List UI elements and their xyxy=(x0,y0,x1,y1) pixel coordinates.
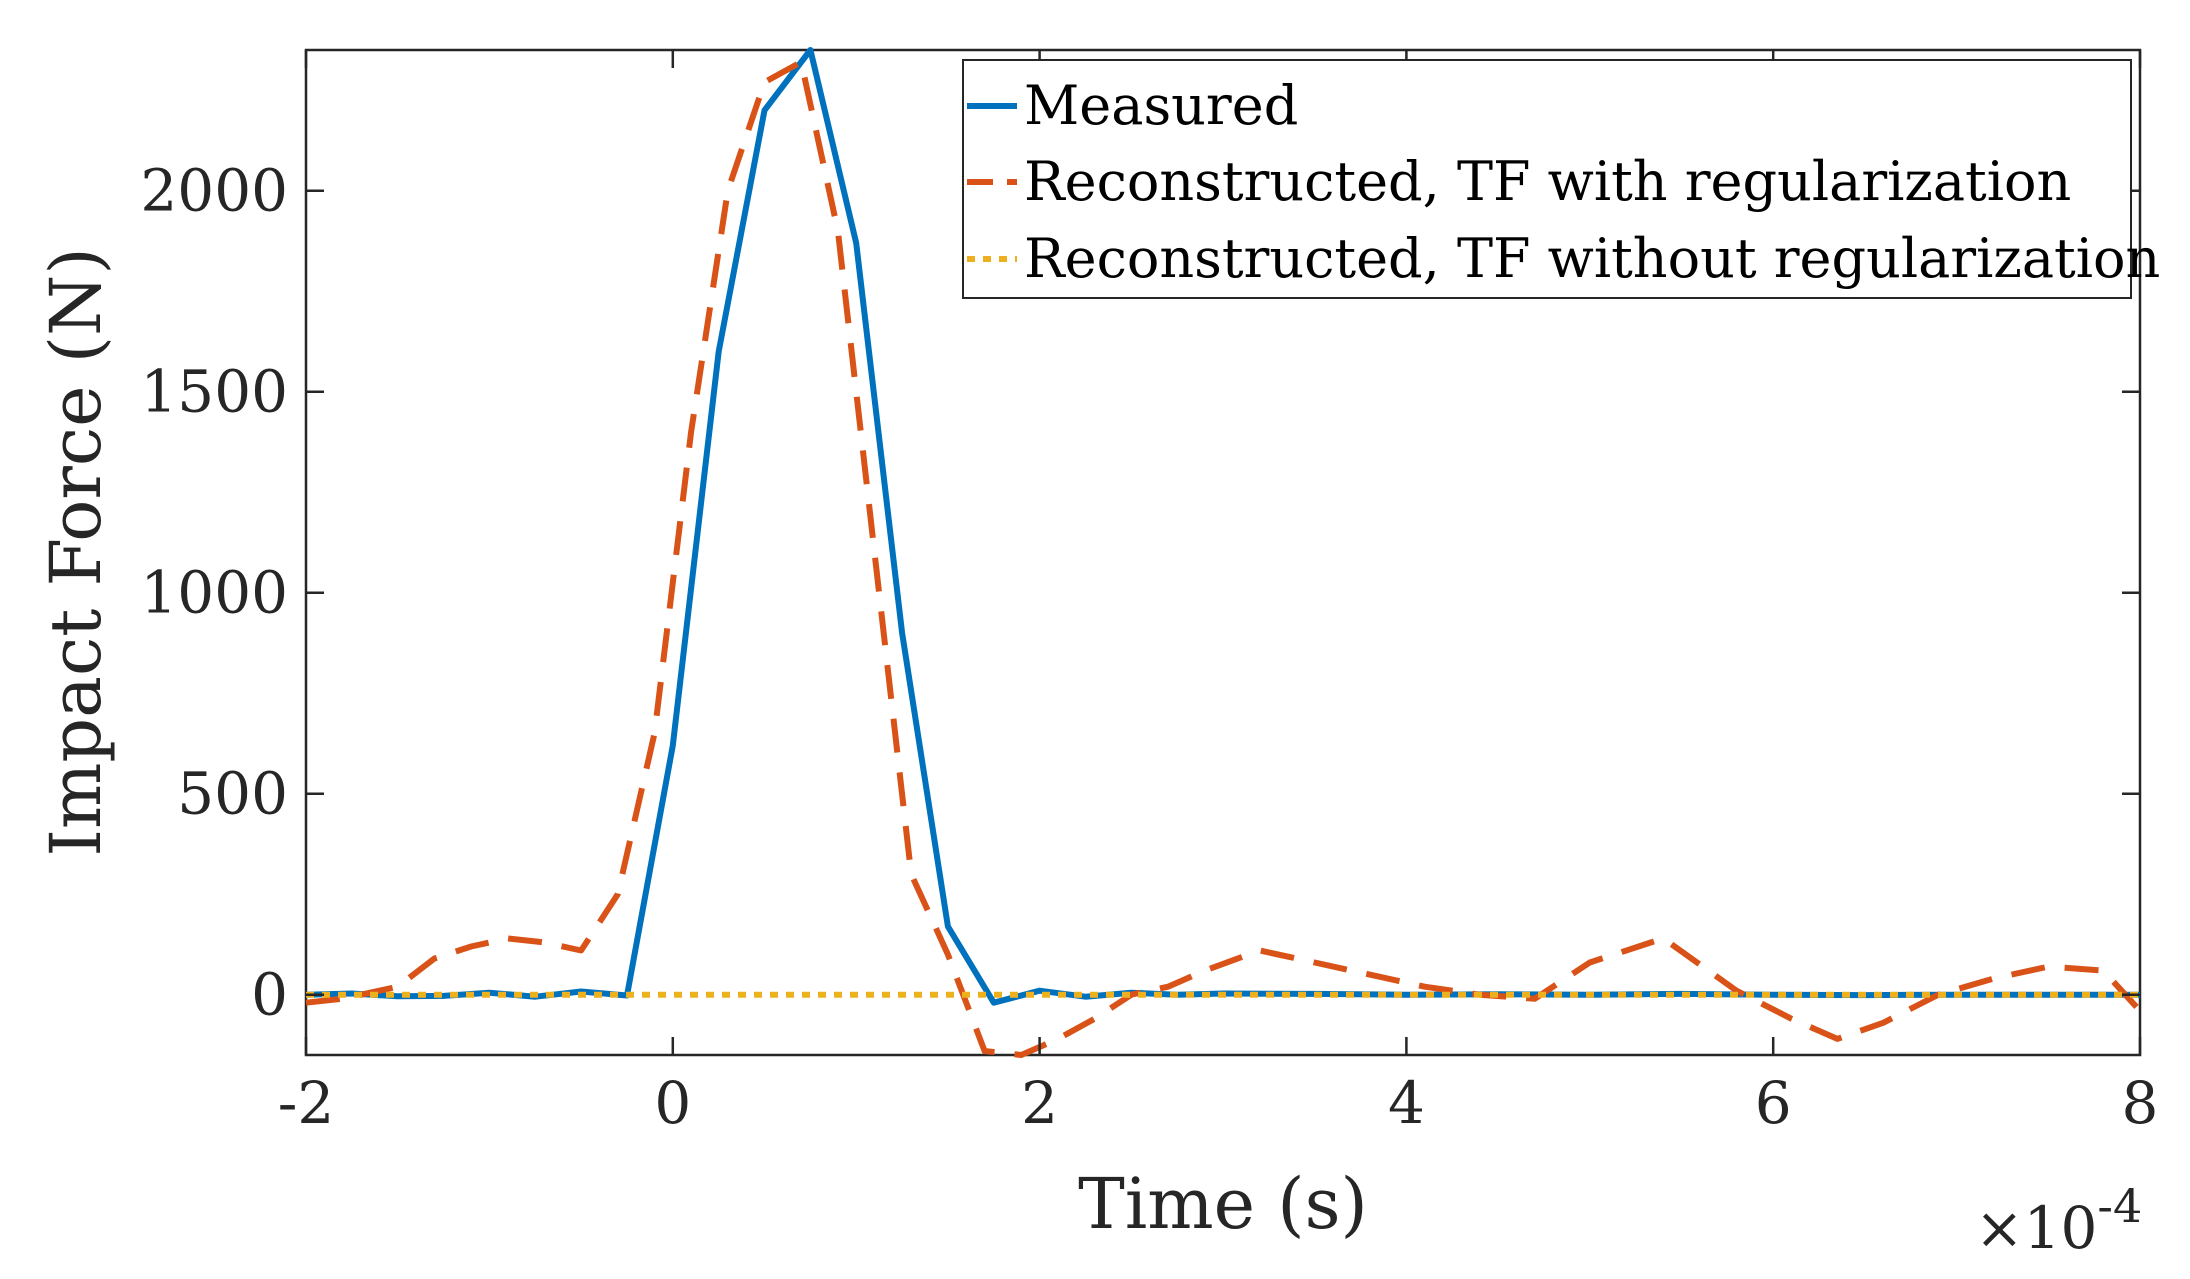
legend-label-tf-without-regularization: Reconstructed, TF without regularization xyxy=(1024,227,2160,290)
legend-label-measured: Measured xyxy=(1024,74,1298,137)
svg-text:×10-4: ×10-4 xyxy=(1975,1179,2142,1262)
series-layer xyxy=(305,47,2143,1058)
y-tick-label: 1000 xyxy=(140,559,288,627)
x-tick-label: 6 xyxy=(1755,1069,1792,1137)
y-tick-label: 500 xyxy=(177,760,288,828)
x-axis-title: Time (s) xyxy=(1078,1163,1368,1245)
x-tick-label: 0 xyxy=(654,1069,691,1137)
x-tick-label: 8 xyxy=(2122,1069,2159,1137)
y-tick-label: 2000 xyxy=(140,157,288,225)
legend-box xyxy=(962,59,2132,299)
x-exponent-base: ×10 xyxy=(1975,1194,2097,1262)
y-tick-label: 1500 xyxy=(140,358,288,426)
x-tick-label: 4 xyxy=(1388,1069,1425,1137)
legend-label-tf-with-regularization: Reconstructed, TF with regularization xyxy=(1024,150,2071,213)
legend: Measured Reconstructed, TF with regulari… xyxy=(962,59,2160,299)
series-line-reconstructed-tf-with-regularization xyxy=(305,59,2143,1058)
x-tick-label: 2 xyxy=(1021,1069,1058,1137)
tick-labels-layer: -2 0 2 4 6 8 0 500 1000 1500 2000 xyxy=(140,157,2158,1137)
x-axis-exponent-label: ×10-4 xyxy=(1975,1179,2142,1262)
y-axis-title: Impact Force (N) xyxy=(35,247,117,856)
x-tick-label: -2 xyxy=(278,1069,335,1137)
y-tick-label: 0 xyxy=(251,961,288,1029)
x-exponent-power: -4 xyxy=(2097,1179,2142,1233)
